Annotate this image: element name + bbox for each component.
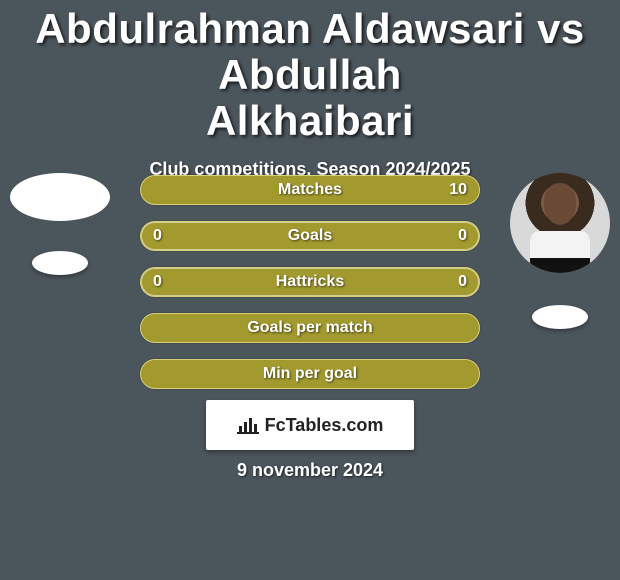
player-left [0, 173, 120, 275]
logo-box: FcTables.com [206, 400, 414, 450]
date-text: 9 november 2024 [0, 460, 620, 481]
page-title: Abdulrahman Aldawsari vs Abdullah Alkhai… [0, 0, 620, 145]
player-right-avatar [510, 173, 610, 273]
stat-bars: Matches10Goals00Hattricks00Goals per mat… [140, 175, 480, 405]
stat-bar-label: Matches [141, 176, 479, 204]
title-line-2: Alkhaibari [206, 97, 414, 144]
player-left-avatar [10, 173, 110, 221]
stat-bar: Goals per match [140, 313, 480, 343]
stat-bar-value-left: 0 [141, 222, 174, 250]
stat-bar: Matches10 [140, 175, 480, 205]
stat-bar: Goals0 0 [140, 221, 480, 251]
player-right [500, 173, 620, 329]
logo-inner: FcTables.com [237, 415, 384, 436]
players-area: Matches10Goals00Hattricks00Goals per mat… [0, 165, 620, 395]
chart-icon [237, 416, 259, 434]
stat-bar-value-left: 0 [141, 268, 174, 296]
comparison-infographic: Abdulrahman Aldawsari vs Abdullah Alkhai… [0, 0, 620, 580]
stat-bar-value-right: 0 [446, 222, 479, 250]
stat-bar-value-right: 10 [437, 176, 479, 204]
stat-bar-label: Goals per match [141, 314, 479, 342]
stat-bar-label: Min per goal [141, 360, 479, 388]
title-line-1: Abdulrahman Aldawsari vs Abdullah [35, 5, 585, 98]
stat-bar: Min per goal [140, 359, 480, 389]
stat-bar-label: Hattricks [141, 268, 479, 296]
player-left-flag [32, 251, 88, 275]
stat-bar-value-right: 0 [446, 268, 479, 296]
logo-text: FcTables.com [265, 415, 384, 436]
player-right-flag [532, 305, 588, 329]
stat-bar-label: Goals [141, 222, 479, 250]
stat-bar: Hattricks0 0 [140, 267, 480, 297]
